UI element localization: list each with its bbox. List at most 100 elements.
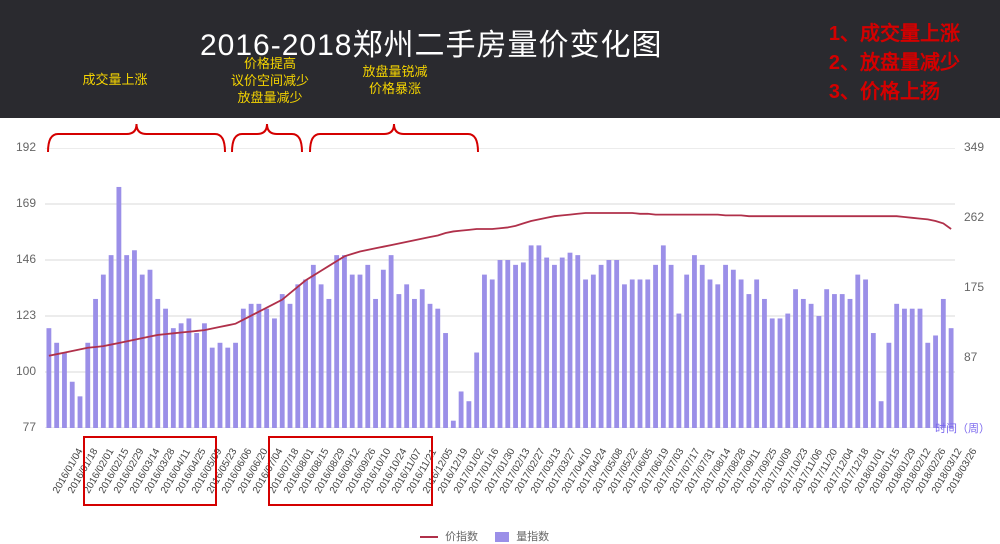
- bar: [334, 255, 339, 428]
- bar: [863, 279, 868, 428]
- bar: [233, 343, 238, 428]
- legend-bar-swatch: [495, 532, 509, 542]
- bar: [918, 309, 923, 428]
- bar: [824, 289, 829, 428]
- y-left-tick: 146: [16, 252, 36, 266]
- highlight-box: [268, 436, 432, 506]
- bar: [793, 289, 798, 428]
- bar: [210, 348, 215, 428]
- bar: [778, 318, 783, 428]
- bar: [295, 284, 300, 428]
- bar: [163, 309, 168, 428]
- legend: 价指数 量指数: [420, 528, 549, 544]
- bar: [350, 275, 355, 428]
- summary-item: 1、成交量上涨: [829, 20, 960, 49]
- bar: [638, 279, 643, 428]
- bar: [358, 275, 363, 428]
- bar: [715, 284, 720, 428]
- bar: [552, 265, 557, 428]
- annotation-label: 放盘量锐减价格暴涨: [362, 64, 427, 98]
- bar: [661, 245, 666, 428]
- bar: [412, 299, 417, 428]
- bar: [319, 284, 324, 428]
- bar: [630, 279, 635, 428]
- bar: [46, 328, 51, 428]
- bar: [622, 284, 627, 428]
- bar: [396, 294, 401, 428]
- legend-bar-label: 量指数: [516, 531, 549, 543]
- annotation-label: 价格提高议价空间减少放盘量减少: [231, 56, 309, 107]
- bar: [381, 270, 386, 428]
- legend-line-label: 价指数: [445, 531, 478, 543]
- bar: [669, 265, 674, 428]
- bar: [78, 396, 83, 428]
- header-bar: 2016-2018郑州二手房量价变化图 1、成交量上涨 2、放盘量减少 3、价格…: [0, 0, 1000, 118]
- bar: [303, 279, 308, 428]
- bar: [560, 258, 565, 428]
- y-left-tick: 123: [16, 308, 36, 322]
- bar: [731, 270, 736, 428]
- bar: [280, 294, 285, 428]
- bar: [521, 262, 526, 428]
- y-axis-right: 87175262349: [960, 138, 1000, 428]
- y-right-tick: 175: [964, 280, 984, 294]
- bar: [568, 253, 573, 428]
- bar: [194, 333, 199, 428]
- bar: [373, 299, 378, 428]
- bar: [544, 258, 549, 428]
- bar: [490, 279, 495, 428]
- bar: [62, 353, 67, 428]
- bar: [474, 353, 479, 428]
- bar: [116, 187, 121, 428]
- bar: [93, 299, 98, 428]
- bar: [288, 304, 293, 428]
- bar: [599, 265, 604, 428]
- bar: [933, 335, 938, 428]
- bar: [140, 275, 145, 428]
- bar: [606, 260, 611, 428]
- y-right-tick: 87: [964, 350, 977, 364]
- bar: [459, 391, 464, 428]
- bar: [155, 299, 160, 428]
- y-left-tick: 100: [16, 364, 36, 378]
- bar: [451, 421, 456, 428]
- bar: [762, 299, 767, 428]
- bar: [700, 265, 705, 428]
- bar: [801, 299, 806, 428]
- bar: [428, 304, 433, 428]
- bar: [365, 265, 370, 428]
- bar: [505, 260, 510, 428]
- bar: [249, 304, 254, 428]
- bar: [746, 294, 751, 428]
- bar: [54, 343, 59, 428]
- y-left-tick: 169: [16, 196, 36, 210]
- annotation-label: 成交量上涨: [82, 72, 147, 89]
- bar: [536, 245, 541, 428]
- bar: [498, 260, 503, 428]
- bar: [910, 309, 915, 428]
- summary-list: 1、成交量上涨 2、放盘量减少 3、价格上扬: [829, 20, 960, 107]
- bar: [941, 299, 946, 428]
- bar: [264, 309, 269, 428]
- bar: [770, 318, 775, 428]
- bar: [614, 260, 619, 428]
- bar: [186, 318, 191, 428]
- bar: [949, 328, 954, 428]
- bar: [692, 255, 697, 428]
- bar: [785, 314, 790, 428]
- bar: [171, 328, 176, 428]
- y-left-tick: 192: [16, 140, 36, 154]
- bar: [855, 275, 860, 428]
- bar: [389, 255, 394, 428]
- bar: [225, 348, 230, 428]
- chart-plot: [45, 148, 955, 428]
- bar: [326, 299, 331, 428]
- bar: [85, 343, 90, 428]
- bar: [179, 323, 184, 428]
- bar: [925, 343, 930, 428]
- bar: [894, 304, 899, 428]
- y-axis-left: 77100123146169192: [0, 138, 40, 428]
- bar: [404, 284, 409, 428]
- bar: [435, 309, 440, 428]
- bar: [70, 382, 75, 428]
